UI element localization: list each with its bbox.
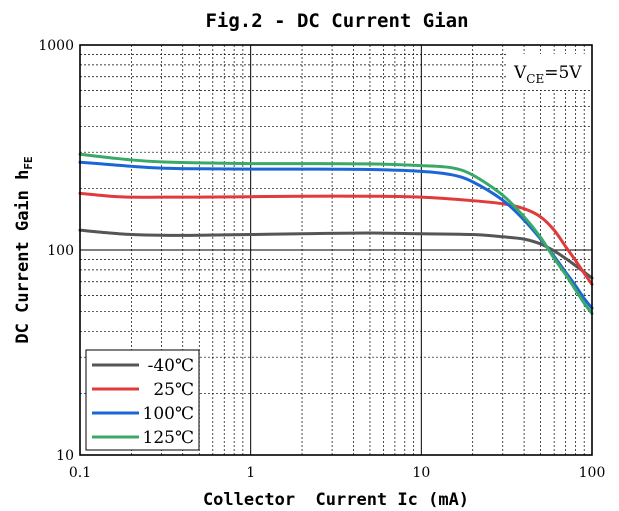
y-axis-label-main: DC Current Gain h [13, 170, 33, 344]
y-axis-label: DC Current Gain hFE [13, 156, 35, 343]
condition-annotation: VCE=5V [513, 63, 582, 86]
x-tick-label: 100 [579, 465, 606, 481]
legend-box [85, 349, 200, 451]
x-tick-label: 10 [412, 465, 430, 481]
y-tick-labels: 10 100 1000 [38, 38, 74, 464]
legend-label: 100℃ [143, 404, 194, 424]
grid-lines [80, 45, 592, 455]
series-line-1 [78, 191, 594, 286]
y-tick-label: 1000 [38, 38, 74, 54]
condition-box [506, 54, 590, 90]
legend-label: 25℃ [153, 380, 194, 400]
x-tick-label: 1 [246, 465, 255, 481]
chart-title: Fig.2 - DC Current Gian [205, 10, 468, 32]
condition-subscript: CE [526, 72, 544, 86]
legend-label: 125℃ [143, 428, 194, 448]
x-axis-label: Collector Current Ic (mA) [203, 490, 469, 510]
x-tick-label: 0.1 [69, 465, 91, 481]
legend: -40℃ 25℃ 100℃ 125℃ [85, 349, 200, 451]
plot-frame [79, 44, 593, 456]
y-axis-label-subscript: FE [22, 156, 35, 169]
y-tick-label: 100 [47, 243, 74, 259]
y-tick-label: 10 [56, 448, 74, 464]
x-tick-labels: 0.1 1 10 100 [69, 465, 606, 481]
series-line-0 [78, 228, 594, 280]
condition-rest: =5V [544, 63, 582, 83]
legend-label: -40℃ [148, 356, 194, 376]
series-layer [78, 152, 594, 316]
series-line-3 [78, 152, 594, 316]
condition-main: V [513, 63, 527, 83]
